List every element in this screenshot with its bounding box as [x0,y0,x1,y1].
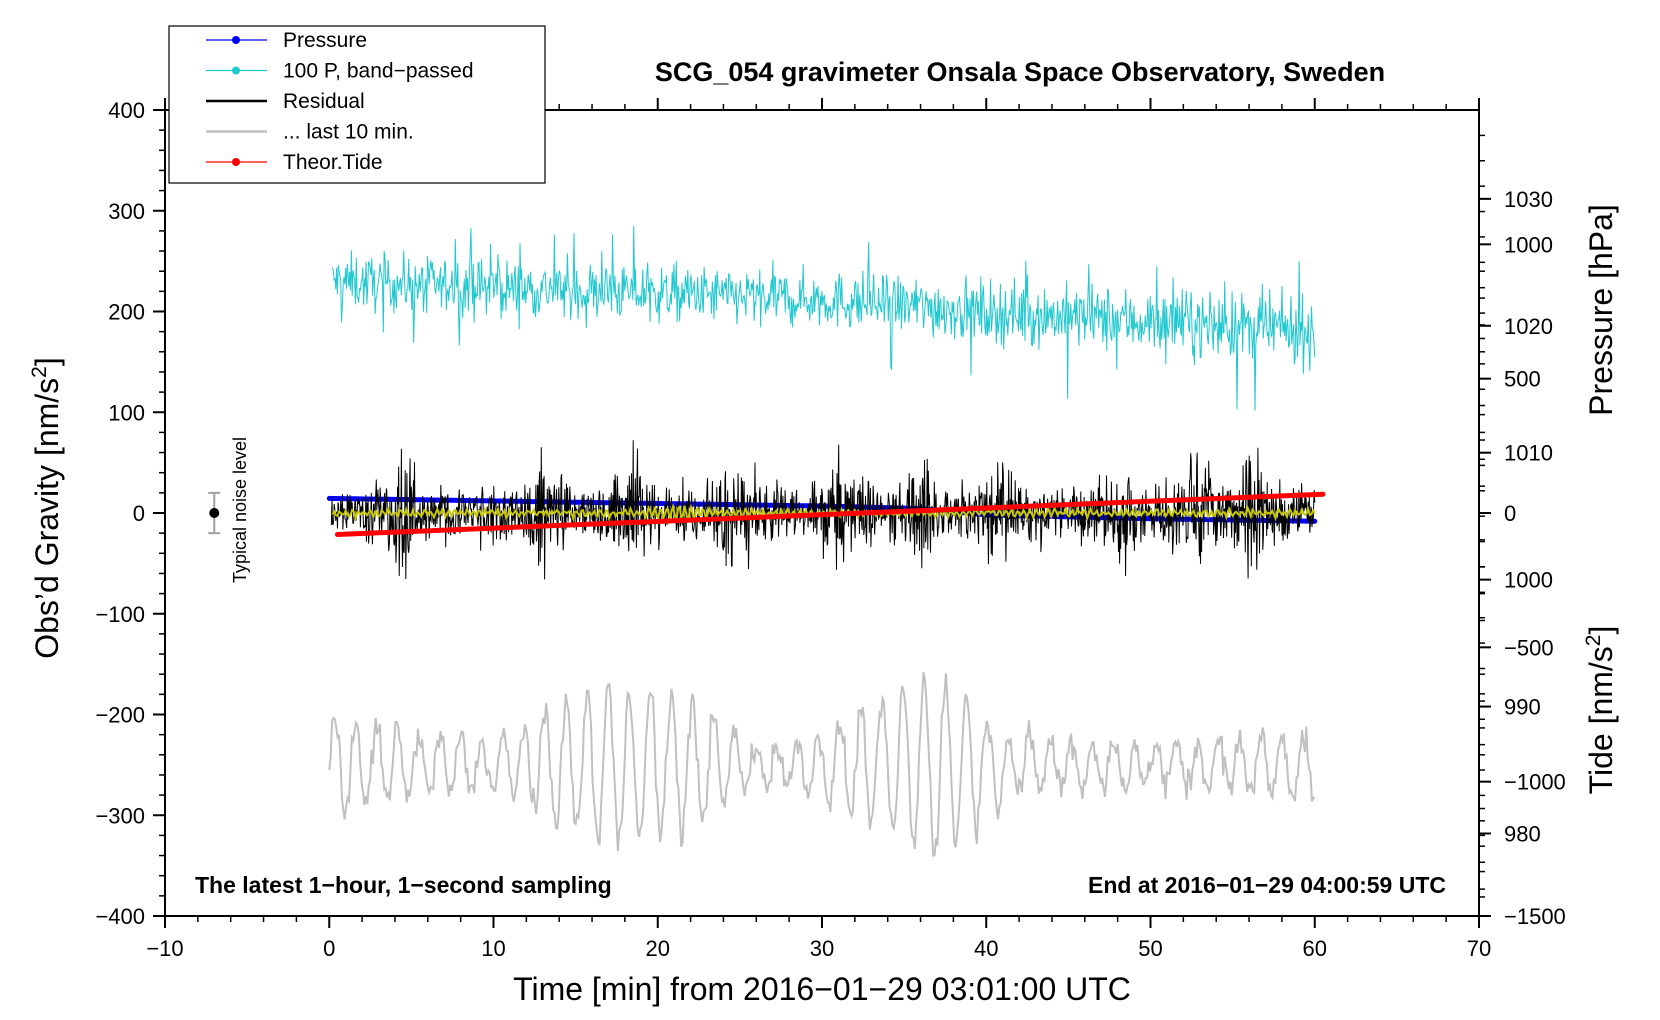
legend-label-1: 100 P, band−passed [283,60,474,83]
series-lowpass-residual-line [331,502,1316,523]
pressure-tick-label: 980 [1504,821,1541,846]
chart-title: SCG_054 gravimeter Onsala Space Observat… [655,57,1385,87]
tide-tick-label: 1000 [1504,232,1553,257]
series-theoretical-tide-line [334,491,1326,537]
annotation-end-time: End at 2016−01−29 04:00:59 UTC [1088,872,1446,898]
noise-level-label: Typical noise level [230,437,250,583]
noise-level-marker [208,491,221,535]
pressure-tick-label: 1010 [1504,441,1553,466]
legend-box [168,25,546,184]
x-tick-label: −10 [146,936,183,961]
y-tick-label: −100 [95,602,145,627]
series-last-10-min-line [328,672,1316,857]
legend-label-4: Theor.Tide [283,151,383,174]
legend-label-0: Pressure [283,29,367,52]
legend-label-3: ... last 10 min. [283,121,414,144]
x-tick-label: 70 [1467,936,1491,961]
annotation-sampling: The latest 1−hour, 1−second sampling [195,872,612,898]
y-axis-label-pressure: Pressure [hPa] [1583,204,1619,416]
x-tick-label: 30 [810,936,834,961]
x-tick-label: 10 [481,936,505,961]
legend: Pressure 100 P, band−passed Residual ... la… [168,25,546,184]
series-residual-line [330,440,1316,580]
y-tick-label: −300 [95,803,145,828]
x-tick-label: 0 [323,936,335,961]
pressure-tick-label: 1000 [1504,568,1553,593]
x-axis-label: Time [min] from 2016−01−29 03:01:00 UTC [513,971,1131,1007]
x-tick-label: 50 [1138,936,1162,961]
y-tick-label: 100 [108,400,145,425]
legend-marker-0 [232,36,240,44]
y-axis-label-gravity: Obs’d Gravity [nm/s2] [28,357,65,659]
tide-tick-label: −1500 [1504,904,1566,929]
x-tick-label: 20 [646,936,670,961]
tide-tick-label: 0 [1504,501,1516,526]
pressure-tick-label: 1030 [1504,187,1553,212]
tide-tick-label: −500 [1504,635,1554,660]
y-tick-label: 200 [108,300,145,325]
y-tick-label: −400 [95,904,145,929]
x-tick-label: 60 [1303,936,1327,961]
y-tick-label: 0 [133,501,145,526]
tide-tick-label: −1000 [1504,770,1566,795]
x-tick-label: 40 [974,936,998,961]
pressure-tick-label: 990 [1504,695,1541,720]
pressure-tick-label: 1020 [1504,314,1553,339]
legend-marker-4 [232,158,240,166]
series-bandpassed-pressure-line [332,225,1316,411]
tide-tick-label: 500 [1504,367,1541,392]
legend-label-2: Residual [283,90,365,113]
y-tick-label: −200 [95,703,145,728]
y-tick-label: 400 [108,98,145,123]
axes-layer: −10 0 10 20 30 40 50 60 704003002001000−100−200−… [95,98,1566,961]
noise-level-dot [209,508,220,518]
legend-marker-1 [232,66,240,75]
series-layer [208,225,1326,857]
y-axis-label-tide: Tide [nm/s2] [1582,626,1619,795]
y-tick-label: 300 [108,199,145,224]
